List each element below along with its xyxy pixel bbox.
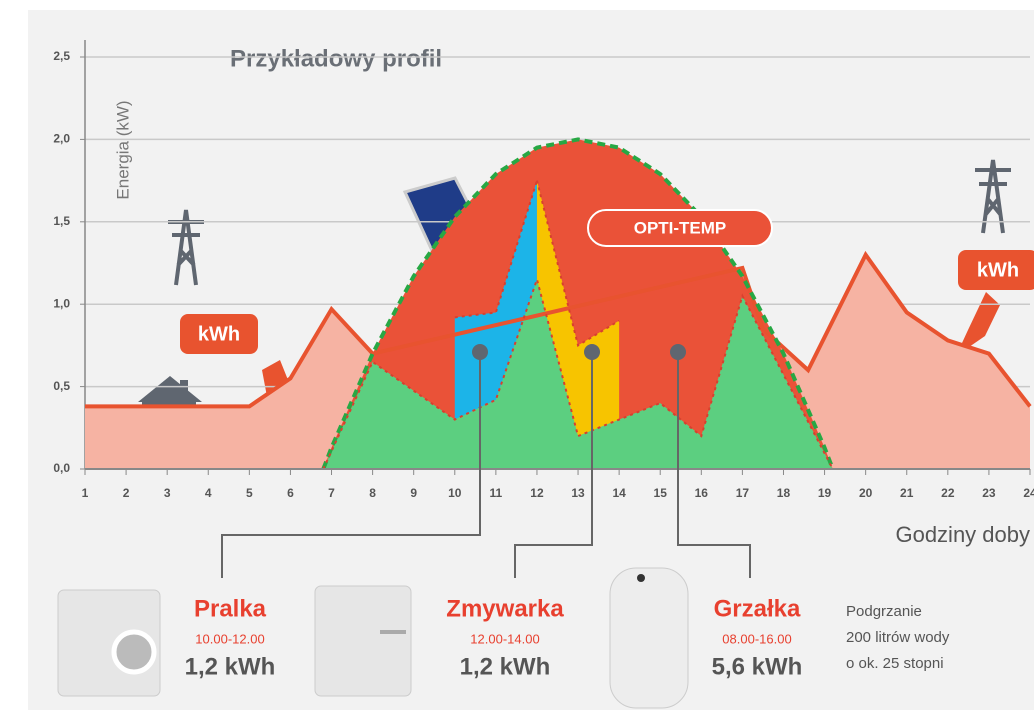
appliance-hours: 08.00-16.00	[722, 631, 791, 646]
x-tick-label: 5	[246, 486, 253, 500]
y-tick-label: 2,5	[53, 49, 70, 63]
x-tick-label: 23	[982, 486, 996, 500]
x-tick-label: 1	[82, 486, 89, 500]
annotation: OPTI-TEMP	[634, 218, 727, 237]
page: {"chart_data": {"type": "area", "title":…	[0, 0, 1034, 715]
washer-icon	[58, 590, 160, 696]
x-axis-label: Godziny doby	[895, 522, 1030, 547]
y-tick-label: 1,0	[53, 296, 70, 310]
x-tick-label: 20	[859, 486, 873, 500]
x-tick-label: 12	[530, 486, 544, 500]
boiler-icon	[610, 568, 688, 708]
appliance-energy: 1,2 kWh	[185, 653, 276, 680]
x-tick-label: 11	[490, 486, 503, 500]
x-tick-label: 17	[736, 486, 750, 500]
x-tick-label: 3	[164, 486, 171, 500]
appliance-hours: 10.00-12.00	[195, 631, 264, 646]
appliance-name: Zmywarka	[446, 595, 564, 622]
appliance-name: Grzałka	[714, 595, 801, 622]
note: Podgrzanie	[846, 603, 922, 620]
x-tick-label: 7	[328, 486, 335, 500]
x-tick-label: 16	[695, 486, 709, 500]
annotation: kWh	[977, 259, 1019, 281]
x-tick-label: 14	[612, 486, 626, 500]
x-tick-label: 18	[777, 486, 791, 500]
chart-title: Przykładowy profil	[230, 45, 442, 72]
x-tick-label: 10	[448, 486, 462, 500]
appliance-hours: 12.00-14.00	[470, 631, 539, 646]
note: 200 litrów wody	[846, 629, 950, 646]
x-tick-label: 24	[1023, 486, 1034, 500]
y-tick-label: 0,5	[53, 379, 70, 393]
chart: Przykładowy profil Energia (kW) Godziny …	[0, 0, 1034, 715]
x-tick-label: 6	[287, 486, 294, 500]
appliance-energy: 5,6 kWh	[712, 653, 803, 680]
annotation: kWh	[198, 323, 240, 345]
x-tick-label: 2	[123, 486, 130, 500]
y-axis-label: Energia (kW)	[113, 100, 132, 199]
y-tick-label: 0,0	[53, 461, 70, 475]
x-tick-label: 4	[205, 486, 212, 500]
note: o ok. 25 stopni	[846, 655, 944, 672]
x-tick-label: 8	[369, 486, 376, 500]
x-tick-label: 19	[818, 486, 832, 500]
x-tick-label: 21	[900, 486, 914, 500]
y-tick-label: 2,0	[53, 132, 70, 146]
x-tick-label: 9	[410, 486, 417, 500]
x-tick-label: 15	[654, 486, 668, 500]
dishwasher-icon	[315, 586, 411, 696]
x-tick-label: 13	[571, 486, 585, 500]
appliance-name: Pralka	[194, 595, 267, 622]
appliance-energy: 1,2 kWh	[460, 653, 551, 680]
y-tick-label: 1,5	[53, 214, 70, 228]
x-tick-label: 22	[941, 486, 955, 500]
